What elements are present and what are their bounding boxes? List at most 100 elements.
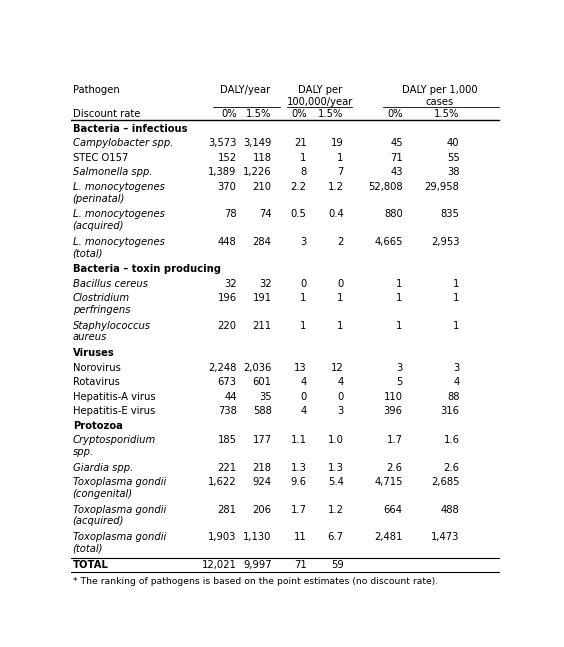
Text: * The ranking of pathogens is based on the point estimates (no discount rate).: * The ranking of pathogens is based on t… bbox=[73, 576, 438, 586]
Text: 196: 196 bbox=[218, 293, 237, 303]
Text: 3: 3 bbox=[300, 237, 307, 247]
Text: 4,715: 4,715 bbox=[374, 477, 403, 487]
Text: 3: 3 bbox=[453, 363, 460, 373]
Text: Salmonella spp.: Salmonella spp. bbox=[73, 168, 152, 177]
Text: 185: 185 bbox=[218, 435, 237, 445]
Text: STEC O157: STEC O157 bbox=[73, 153, 128, 163]
Text: 220: 220 bbox=[218, 321, 237, 331]
Text: 5.4: 5.4 bbox=[328, 477, 343, 487]
Text: 1: 1 bbox=[453, 279, 460, 289]
Text: 12: 12 bbox=[331, 363, 343, 373]
Text: 55: 55 bbox=[447, 153, 460, 163]
Text: 1.7: 1.7 bbox=[387, 435, 403, 445]
Text: 59: 59 bbox=[331, 560, 343, 570]
Text: 1,903: 1,903 bbox=[208, 532, 237, 542]
Text: 1.1: 1.1 bbox=[290, 435, 307, 445]
Text: 6.7: 6.7 bbox=[328, 532, 343, 542]
Text: 32: 32 bbox=[224, 279, 237, 289]
Text: 2.6: 2.6 bbox=[387, 463, 403, 473]
Text: 7: 7 bbox=[337, 168, 343, 177]
Text: 601: 601 bbox=[253, 377, 272, 388]
Text: 4: 4 bbox=[300, 406, 307, 417]
Text: 2: 2 bbox=[337, 237, 343, 247]
Text: 210: 210 bbox=[253, 182, 272, 192]
Text: 1: 1 bbox=[396, 293, 403, 303]
Text: 316: 316 bbox=[440, 406, 460, 417]
Text: 13: 13 bbox=[294, 363, 307, 373]
Text: 488: 488 bbox=[441, 505, 460, 515]
Text: 0%: 0% bbox=[387, 109, 403, 119]
Text: 88: 88 bbox=[447, 392, 460, 402]
Text: 3,573: 3,573 bbox=[208, 138, 237, 148]
Text: 396: 396 bbox=[384, 406, 403, 417]
Text: 2,036: 2,036 bbox=[243, 363, 272, 373]
Text: 177: 177 bbox=[253, 435, 272, 445]
Text: 3,149: 3,149 bbox=[243, 138, 272, 148]
Text: DALY per
100,000/year: DALY per 100,000/year bbox=[287, 85, 353, 107]
Text: Viruses: Viruses bbox=[73, 348, 114, 358]
Text: 38: 38 bbox=[447, 168, 460, 177]
Text: Hepatitis-A virus: Hepatitis-A virus bbox=[73, 392, 155, 402]
Text: TOTAL: TOTAL bbox=[73, 560, 108, 570]
Text: 19: 19 bbox=[331, 138, 343, 148]
Text: 21: 21 bbox=[294, 138, 307, 148]
Text: 152: 152 bbox=[218, 153, 237, 163]
Text: 1: 1 bbox=[337, 153, 343, 163]
Text: L. monocytogenes
(acquired): L. monocytogenes (acquired) bbox=[73, 210, 165, 231]
Text: 0%: 0% bbox=[221, 109, 237, 119]
Text: 4: 4 bbox=[337, 377, 343, 388]
Text: 0: 0 bbox=[337, 279, 343, 289]
Text: Giardia spp.: Giardia spp. bbox=[73, 463, 133, 473]
Text: 2,953: 2,953 bbox=[431, 237, 460, 247]
Text: 9,997: 9,997 bbox=[243, 560, 272, 570]
Text: 835: 835 bbox=[440, 210, 460, 219]
Text: 281: 281 bbox=[218, 505, 237, 515]
Text: 284: 284 bbox=[253, 237, 272, 247]
Text: 1,130: 1,130 bbox=[243, 532, 272, 542]
Text: Toxoplasma gondii
(acquired): Toxoplasma gondii (acquired) bbox=[73, 505, 166, 527]
Text: 2,481: 2,481 bbox=[374, 532, 403, 542]
Text: 110: 110 bbox=[384, 392, 403, 402]
Text: Hepatitis-E virus: Hepatitis-E virus bbox=[73, 406, 155, 417]
Text: 4: 4 bbox=[453, 377, 460, 388]
Text: Bacillus cereus: Bacillus cereus bbox=[73, 279, 148, 289]
Text: 448: 448 bbox=[218, 237, 237, 247]
Text: 1.2: 1.2 bbox=[328, 505, 343, 515]
Text: 1,473: 1,473 bbox=[431, 532, 460, 542]
Text: Rotavirus: Rotavirus bbox=[73, 377, 120, 388]
Text: 1,622: 1,622 bbox=[208, 477, 237, 487]
Text: 11: 11 bbox=[294, 532, 307, 542]
Text: 1.6: 1.6 bbox=[443, 435, 460, 445]
Text: Bacteria – infectious: Bacteria – infectious bbox=[73, 124, 187, 134]
Text: 71: 71 bbox=[294, 560, 307, 570]
Text: L. monocytogenes
(total): L. monocytogenes (total) bbox=[73, 237, 165, 259]
Text: 2.2: 2.2 bbox=[290, 182, 307, 192]
Text: Protozoa: Protozoa bbox=[73, 421, 122, 431]
Text: 2.6: 2.6 bbox=[443, 463, 460, 473]
Text: 0: 0 bbox=[337, 392, 343, 402]
Text: 78: 78 bbox=[224, 210, 237, 219]
Text: Toxoplasma gondii
(total): Toxoplasma gondii (total) bbox=[73, 532, 166, 554]
Text: 1.5%: 1.5% bbox=[318, 109, 343, 119]
Text: Bacteria – toxin producing: Bacteria – toxin producing bbox=[73, 265, 221, 274]
Text: 1: 1 bbox=[396, 279, 403, 289]
Text: 71: 71 bbox=[390, 153, 403, 163]
Text: 1,226: 1,226 bbox=[243, 168, 272, 177]
Text: 32: 32 bbox=[259, 279, 272, 289]
Text: 1.5%: 1.5% bbox=[434, 109, 460, 119]
Text: 52,808: 52,808 bbox=[368, 182, 403, 192]
Text: 44: 44 bbox=[224, 392, 237, 402]
Text: 1: 1 bbox=[300, 293, 307, 303]
Text: 0.5: 0.5 bbox=[290, 210, 307, 219]
Text: 35: 35 bbox=[259, 392, 272, 402]
Text: 1.5%: 1.5% bbox=[246, 109, 272, 119]
Text: 0: 0 bbox=[300, 392, 307, 402]
Text: 1: 1 bbox=[300, 321, 307, 331]
Text: 1.0: 1.0 bbox=[328, 435, 343, 445]
Text: Toxoplasma gondii
(congenital): Toxoplasma gondii (congenital) bbox=[73, 477, 166, 499]
Text: 191: 191 bbox=[253, 293, 272, 303]
Text: 4: 4 bbox=[300, 377, 307, 388]
Text: 2,248: 2,248 bbox=[208, 363, 237, 373]
Text: 1.3: 1.3 bbox=[328, 463, 343, 473]
Text: 221: 221 bbox=[218, 463, 237, 473]
